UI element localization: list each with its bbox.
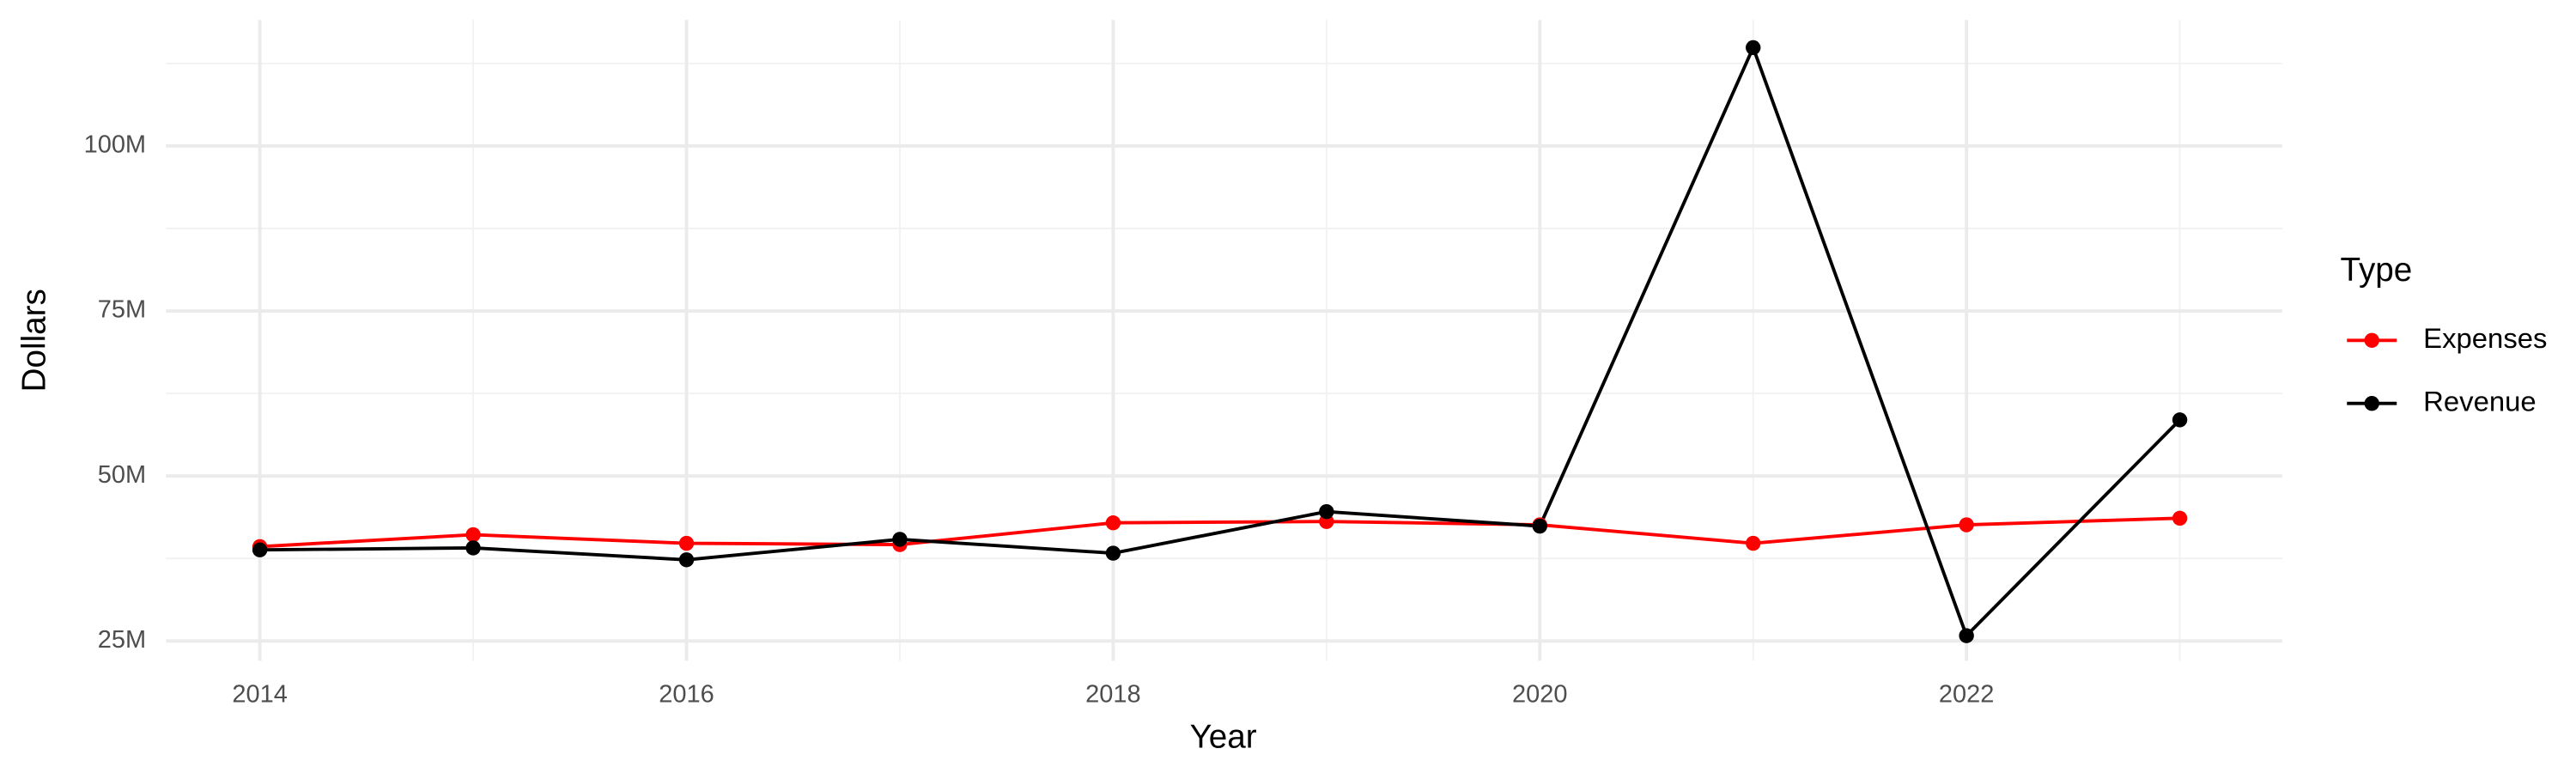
point [1959, 517, 1974, 533]
point [1319, 503, 1334, 520]
point [678, 552, 695, 568]
legend-marker [2364, 332, 2379, 348]
y-axis-title: Dollars [16, 289, 53, 392]
x-tick-label: 2022 [1939, 681, 1994, 709]
point [252, 542, 268, 557]
x-tick-label: 2014 [232, 681, 287, 709]
point [465, 526, 481, 543]
point [2172, 412, 2188, 428]
legend-label: Expenses [2423, 322, 2547, 354]
y-tick-label: 25M [98, 626, 146, 654]
line [259, 516, 2180, 549]
x-tick-label: 2016 [659, 681, 714, 709]
legend-label: Revenue [2423, 385, 2537, 417]
point [1959, 628, 1974, 643]
y-tick-label: 100M [84, 131, 147, 159]
line [259, 43, 2181, 639]
point [1532, 518, 1547, 534]
y-tick-label: 75M [98, 296, 146, 324]
point [678, 535, 695, 551]
point [892, 532, 908, 547]
point [1746, 535, 1761, 551]
point [465, 540, 481, 556]
legend-marker [2364, 396, 2379, 411]
legend-title: Type [2341, 252, 2413, 289]
point [2172, 510, 2188, 526]
y-tick-label: 50M [98, 461, 146, 489]
x-axis-title: Year [1190, 718, 1257, 755]
point [1105, 515, 1121, 531]
x-tick-label: 2018 [1085, 681, 1140, 709]
x-tick-label: 2020 [1512, 681, 1567, 709]
point [1105, 545, 1121, 561]
point [1746, 40, 1761, 56]
